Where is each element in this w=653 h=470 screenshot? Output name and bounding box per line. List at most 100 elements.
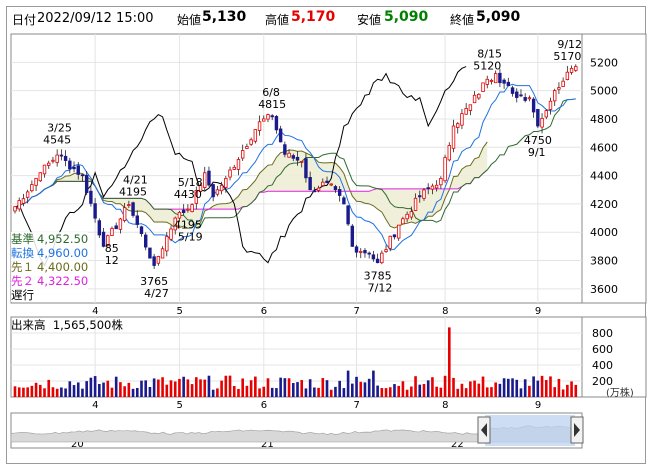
date-label: 日付 (12, 13, 37, 27)
candle-body (253, 129, 258, 142)
volume-bar (144, 380, 148, 397)
annotation-value: 4195 (174, 219, 202, 232)
volume-bar (553, 387, 557, 397)
candle-body (468, 104, 473, 111)
candle-body (430, 185, 435, 190)
volume-bar (317, 387, 320, 397)
candle-body (127, 204, 131, 207)
candle-body (232, 166, 236, 170)
volume-bar (232, 385, 236, 397)
high-label: 高値 (265, 13, 290, 27)
volume-bar (51, 387, 55, 397)
candle-body (316, 187, 321, 191)
volume-bar (410, 386, 413, 397)
price-tick-label: 4200 (590, 198, 618, 211)
volume-bar (72, 385, 76, 397)
candle-body (422, 189, 426, 199)
volume-bar (561, 389, 565, 397)
candle-body (304, 158, 308, 179)
volume-bar (447, 327, 451, 397)
volume-bar (494, 382, 497, 397)
annotation-date: 8/15 (477, 48, 502, 61)
candle-body (367, 252, 371, 255)
month-tick-label: 5 (176, 306, 182, 317)
volume-bar (241, 378, 244, 397)
volume-bar (422, 383, 426, 397)
volume-bar (220, 380, 223, 397)
partial-annotation-label: 12 (105, 254, 119, 267)
legend-kijun: 基準 4,952.50 (11, 232, 88, 246)
candle-body (207, 170, 211, 186)
volume-bar (405, 389, 409, 397)
volume-month-tick-label: 9 (535, 400, 541, 411)
tenkan-line (14, 83, 576, 251)
volume-bar (566, 384, 569, 397)
volume-bar (148, 387, 152, 397)
candle-body (177, 211, 182, 219)
volume-tick-label: 600 (592, 343, 613, 356)
volume-bar (338, 380, 341, 397)
candle-body (106, 235, 110, 246)
volume-bar (351, 383, 354, 397)
volume-tick-label: 800 (592, 327, 613, 340)
legend-tenkan: 転換 4,960.00 (11, 246, 88, 260)
candle-body (72, 166, 76, 170)
close-value: 5,090 (476, 9, 521, 25)
volume-bar (443, 375, 447, 397)
candle-body (114, 225, 118, 230)
candle-body (266, 114, 270, 120)
candle-body (122, 207, 127, 221)
candle-body (118, 218, 123, 230)
volume-bar (418, 384, 422, 397)
candle-body (47, 162, 51, 166)
volume-bar (169, 380, 173, 397)
candle-body (169, 228, 173, 240)
volume-bar (532, 376, 535, 397)
price-tick-label: 4600 (590, 141, 618, 154)
volume-bar (249, 380, 253, 397)
legend-chikou: 遅行 (11, 288, 88, 302)
volume-bar (199, 379, 202, 397)
volume-bar (469, 381, 472, 397)
volume-month-tick-label: 8 (442, 400, 448, 411)
legend-senkou1: 先１ 4,400.00 (11, 260, 88, 274)
volume-bar (283, 378, 287, 397)
candle-body (337, 189, 342, 196)
candle-body (160, 248, 165, 259)
volume-bar (300, 380, 304, 397)
candle-body (240, 150, 245, 159)
volume-bar (439, 387, 443, 397)
candle-body (481, 82, 485, 92)
high-value: 5,170 (291, 9, 336, 25)
volume-bar (380, 388, 384, 397)
candle-body (152, 256, 156, 266)
volume-bar (135, 388, 139, 397)
candle-body (472, 94, 477, 104)
candle-body (401, 218, 405, 225)
volume-bar (266, 378, 270, 397)
volume-bar (384, 388, 388, 397)
annotation-value: 3785 (364, 269, 392, 282)
candle-body (198, 185, 203, 193)
candle-body (295, 156, 300, 161)
candle-body (392, 234, 397, 238)
candle-body (228, 169, 232, 178)
candle-body (135, 215, 139, 225)
partial-annotation-label: 85 (105, 242, 119, 255)
candle-body (434, 184, 439, 189)
candle-body (456, 123, 460, 128)
volume-month-tick-label: 6 (261, 400, 267, 411)
annotation-date: 4/21 (123, 174, 148, 187)
candle-body (325, 180, 329, 184)
candle-body (510, 87, 515, 94)
volume-bar (102, 382, 105, 397)
candle-body (346, 205, 350, 225)
volume-axis-box (581, 316, 647, 398)
candle-body (110, 228, 114, 236)
candle-body (283, 144, 287, 155)
volume-bar (523, 379, 527, 397)
volume-caption: 出来高 1,565,500株 (11, 317, 123, 333)
price-tick-label: 3600 (590, 283, 618, 296)
candle-body (148, 247, 152, 259)
volume-bar (26, 387, 29, 397)
